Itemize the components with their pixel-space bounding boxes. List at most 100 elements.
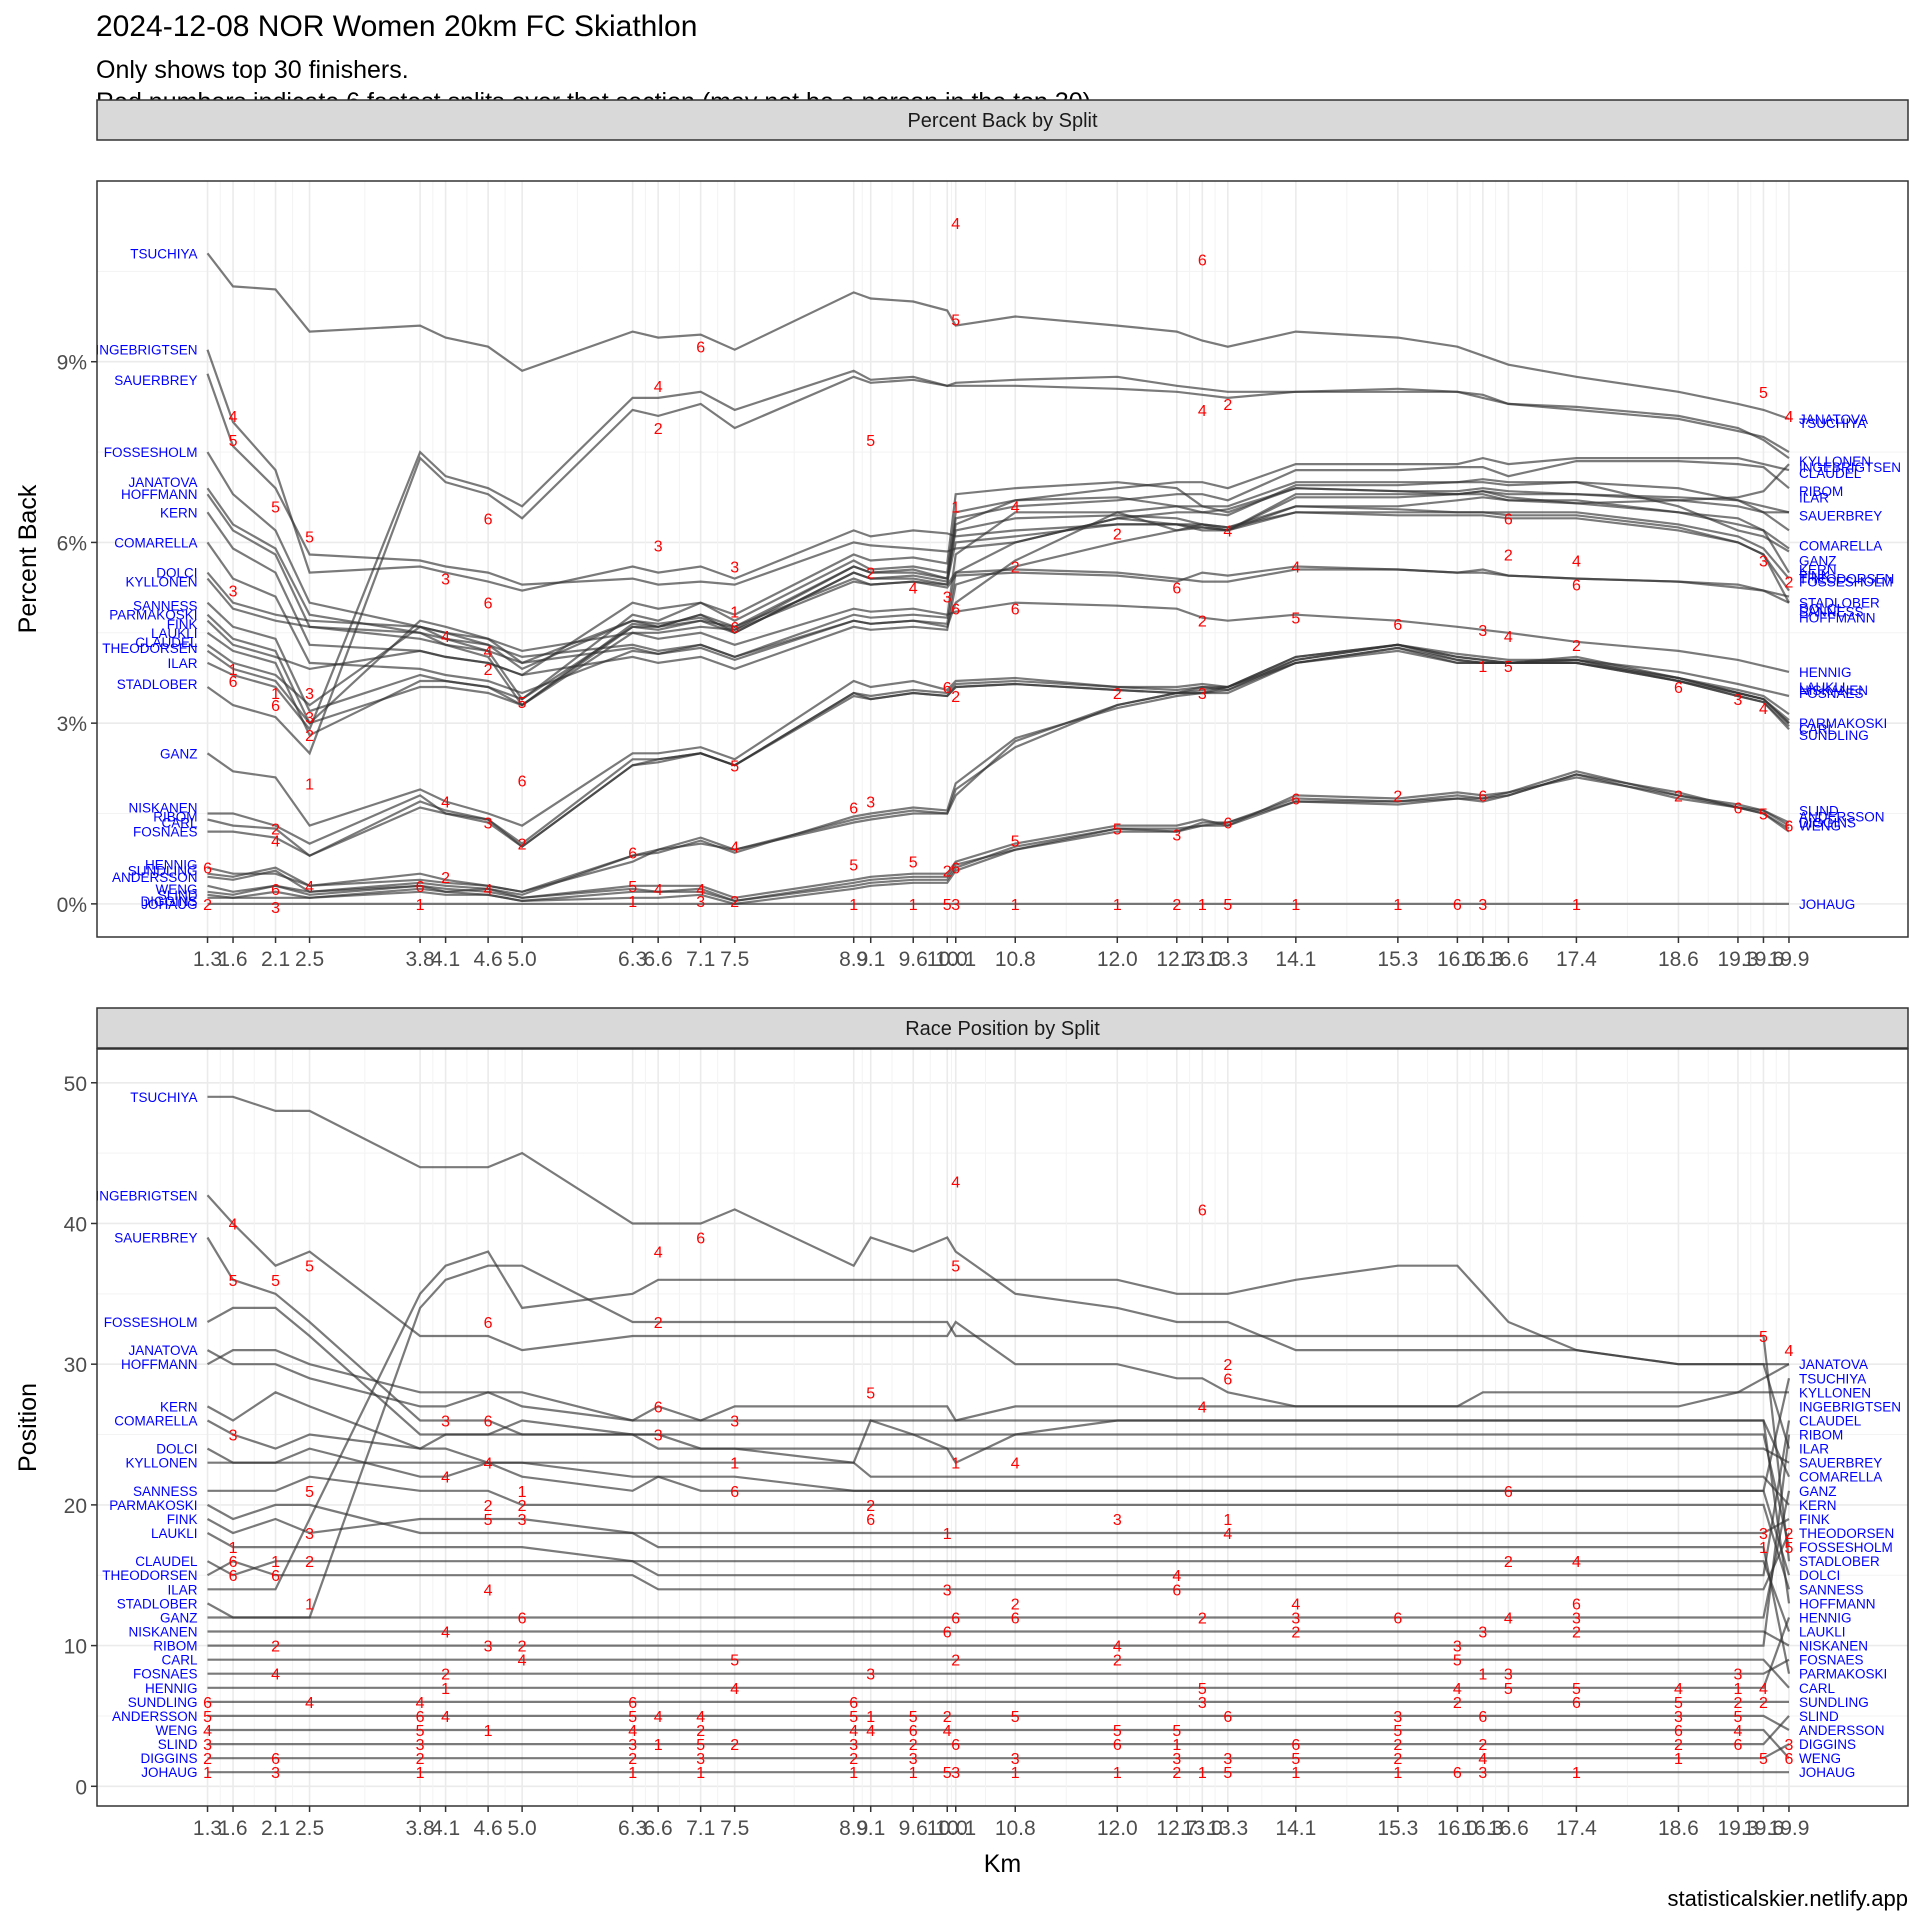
pos-name-left: FINK <box>167 1512 198 1527</box>
pos-rank-label: 5 <box>1785 1540 1794 1557</box>
pos-rank-label: 5 <box>1733 1709 1742 1726</box>
pct-x-tick-label: 1.3 <box>193 948 222 971</box>
pct-rank-label: 3 <box>271 900 280 917</box>
pos-rank-label: 6 <box>696 1231 705 1248</box>
pos-rank-label: 1 <box>1113 1765 1122 1782</box>
pct-rank-label: 1 <box>1478 659 1487 676</box>
pct-rank-label: 5 <box>628 879 637 896</box>
pos-name-left: THEODORSEN <box>102 1568 197 1583</box>
pos-rank-label: 4 <box>1478 1751 1487 1768</box>
pos-rank-label: 6 <box>628 1695 637 1712</box>
pos-rank-label: 6 <box>909 1723 918 1740</box>
pos-rank-label: 1 <box>1733 1681 1742 1698</box>
pos-rank-label: 5 <box>730 1653 739 1670</box>
pct-rank-label: 2 <box>1785 575 1794 592</box>
pos-rank-label: 4 <box>518 1653 527 1670</box>
pos-name-right: RIBOM <box>1799 1428 1843 1443</box>
pos-rank-label: 2 <box>849 1751 858 1768</box>
pct-x-tick-label: 19.3 <box>1718 948 1759 971</box>
pct-rank-label: 4 <box>441 629 450 646</box>
pos-x-tick-label: 19.9 <box>1769 1817 1810 1840</box>
pos-x-tick-label: 10.8 <box>995 1817 1036 1840</box>
pct-rank-label: 6 <box>951 602 960 619</box>
pos-name-left: RIBOM <box>153 1639 197 1654</box>
pct-name-right: SANNESS <box>1799 605 1864 620</box>
pct-rank-label: 1 <box>1011 897 1020 914</box>
pct-name-right: FOSNAES <box>1799 686 1864 701</box>
pos-rank-label: 4 <box>305 1695 314 1712</box>
pos-rank-label: 4 <box>1674 1681 1683 1698</box>
pos-rank-label: 3 <box>305 1526 314 1543</box>
pct-series-comarella <box>206 478 1790 695</box>
pct-name-right: COMARELLA <box>1799 538 1882 553</box>
pct-x-tick-label: 18.6 <box>1658 948 1699 971</box>
pos-name-left: SANNESS <box>133 1484 198 1499</box>
pos-rank-label: 6 <box>229 1568 238 1585</box>
pos-name-left: CLAUDEL <box>135 1554 198 1569</box>
pos-name-left: NISKANEN <box>128 1625 197 1640</box>
pct-x-tick-label: 3.8 <box>405 948 434 971</box>
pct-rank-label: 6 <box>730 620 739 637</box>
pct-series-stadlober <box>206 375 1790 756</box>
pct-name-right: WENG <box>1799 819 1841 834</box>
pos-rank-label: 2 <box>1172 1765 1181 1782</box>
pos-rank-label: 3 <box>943 1582 952 1599</box>
pos-rank-label: 1 <box>1393 1765 1402 1782</box>
pos-rank-label: 3 <box>1223 1751 1232 1768</box>
pct-rank-label: 6 <box>1572 578 1581 595</box>
pct-x-tick-label: 10.0 <box>927 948 968 971</box>
pct-x-tick-label: 5.0 <box>508 948 537 971</box>
pct-rank-label: 6 <box>1504 511 1513 528</box>
pos-rank-label: 3 <box>1572 1610 1581 1627</box>
pct-rank-label: 2 <box>1674 788 1683 805</box>
pos-name-right: CLAUDEL <box>1799 1413 1862 1428</box>
pos-series-andersson <box>207 1714 1790 1731</box>
pos-rank-label: 2 <box>1393 1751 1402 1768</box>
pct-plot-bg <box>97 181 1908 937</box>
pos-name-left: FOSSESHOLM <box>104 1315 198 1330</box>
pct-name-right: KERN <box>1799 563 1837 578</box>
pct-rank-label: 6 <box>1785 819 1794 836</box>
pos-series-ribom <box>207 1434 1791 1647</box>
pct-x-tick-label: 16.3 <box>1462 948 1503 971</box>
pos-y-tick-label: 40 <box>64 1213 87 1236</box>
pos-x-tick-label: 1.6 <box>218 1817 247 1840</box>
pos-y-tick-label: 30 <box>64 1354 87 1377</box>
pos-rank-label: 5 <box>1291 1751 1300 1768</box>
pct-rank-label: 3 <box>1478 623 1487 640</box>
pct-name-left: THEODORSEN <box>102 641 197 656</box>
pct-rank-label: 3 <box>441 572 450 589</box>
pct-rank-label: 4 <box>909 581 918 598</box>
pct-rank-label: 3 <box>484 816 493 833</box>
pct-name-right: FOSSESHOLM <box>1799 575 1893 590</box>
pos-rank-label: 3 <box>484 1639 493 1656</box>
chart-subtitle-line-1: Only shows top 30 finishers. <box>96 56 409 84</box>
pct-x-tick-label: 16.0 <box>1437 948 1478 971</box>
pos-series-stadlober <box>206 1264 1791 1619</box>
pos-rank-label: 5 <box>909 1709 918 1726</box>
chart-title: 2024-12-08 NOR Women 20km FC Skiathlon <box>96 10 698 43</box>
pct-rank-label: 5 <box>943 897 952 914</box>
pct-series-ganz <box>206 643 1790 827</box>
pct-rank-label: 2 <box>1504 547 1513 564</box>
pos-name-right: INGEBRIGTSEN <box>1799 1399 1901 1414</box>
pct-rank-label: 5 <box>1759 385 1768 402</box>
pct-rank-label: 6 <box>1674 680 1683 697</box>
pos-series-claudel <box>206 1420 1791 1577</box>
pct-rank-label: 3 <box>1198 686 1207 703</box>
pos-rank-label: 6 <box>416 1709 425 1726</box>
pos-series-diggins <box>207 1743 1790 1760</box>
pct-name-left: HOFFMANN <box>121 487 198 502</box>
pos-rank-label: 6 <box>1223 1371 1232 1388</box>
pos-rank-label: 1 <box>1291 1765 1300 1782</box>
pos-rank-label: 2 <box>1674 1737 1683 1754</box>
pos-rank-label: 5 <box>1011 1709 1020 1726</box>
pct-rank-label: 1 <box>909 897 918 914</box>
pos-rank-label: 2 <box>951 1653 960 1670</box>
pos-rank-label: 6 <box>849 1695 858 1712</box>
pct-rank-label: 2 <box>1113 686 1122 703</box>
pct-rank-label: 1 <box>730 605 739 622</box>
pct-rank-label: 6 <box>1198 252 1207 269</box>
pos-x-tick-label: 1.3 <box>193 1817 222 1840</box>
pos-name-right: COMARELLA <box>1799 1470 1882 1485</box>
